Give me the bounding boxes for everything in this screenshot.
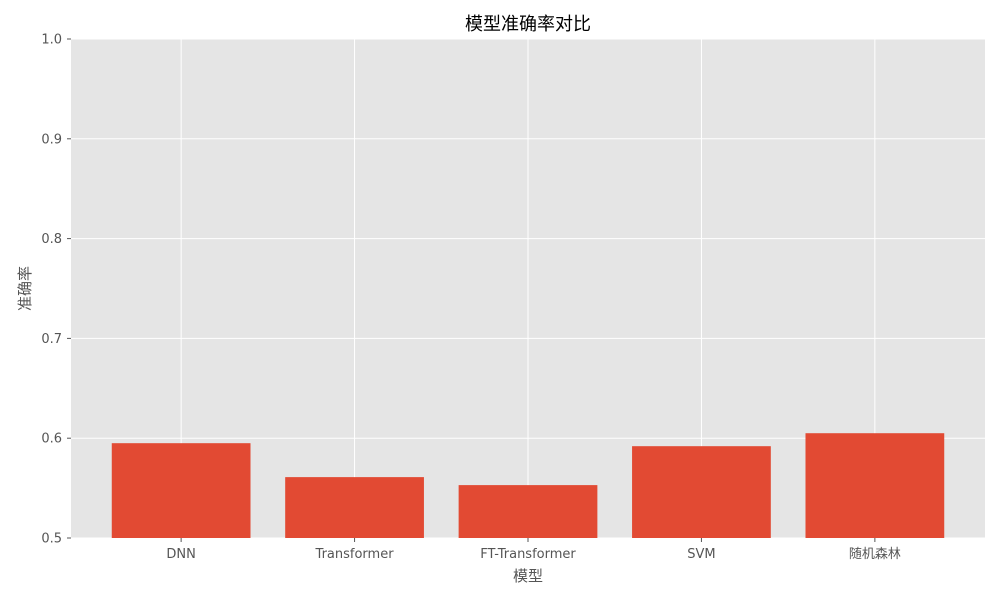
bar <box>805 433 945 538</box>
x-tick-label: 随机森林 <box>849 547 901 562</box>
y-tick-label: 0.5 <box>41 532 62 547</box>
chart-title: 模型准确率对比 <box>465 14 591 35</box>
y-axis-ticks: 0.5 0.6 0.7 0.8 0.9 1.0 <box>41 33 71 547</box>
y-tick-label: 0.7 <box>41 332 62 347</box>
y-tick-label: 0.6 <box>41 432 62 447</box>
x-axis-label: 模型 <box>513 567 543 585</box>
bar <box>458 485 598 538</box>
x-tick-label: FT-Transformer <box>480 547 576 562</box>
x-tick-label: SVM <box>687 547 715 562</box>
x-tick-label: Transformer <box>315 547 395 562</box>
x-axis-ticks: DNN Transformer FT-Transformer SVM 随机森林 <box>166 538 901 562</box>
x-tick-label: DNN <box>166 547 195 562</box>
bar <box>285 477 424 538</box>
y-tick-label: 0.9 <box>41 132 62 147</box>
bars <box>111 433 945 538</box>
bar <box>111 443 251 538</box>
y-axis-label: 准确率 <box>16 266 34 311</box>
y-tick-label: 1.0 <box>41 33 62 48</box>
bar <box>632 446 771 538</box>
y-tick-label: 0.8 <box>41 232 62 247</box>
